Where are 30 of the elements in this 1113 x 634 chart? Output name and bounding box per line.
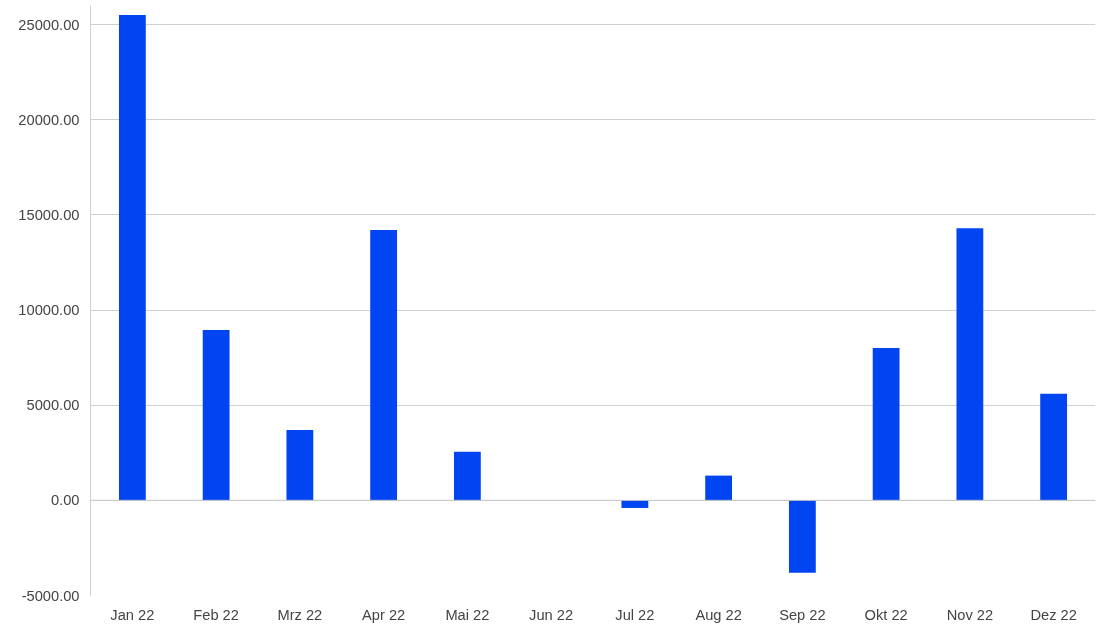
x-tick-label: Jan 22 bbox=[110, 606, 155, 623]
x-tick-label: Jul 22 bbox=[615, 606, 655, 623]
bar bbox=[956, 228, 984, 501]
y-tick-label: 10000.00 bbox=[18, 302, 80, 319]
bar bbox=[621, 500, 649, 508]
y-tick-label: 25000.00 bbox=[18, 16, 80, 33]
bar bbox=[370, 230, 398, 501]
bar bbox=[1040, 393, 1068, 501]
bar bbox=[286, 429, 314, 501]
bar bbox=[872, 348, 900, 501]
bar bbox=[705, 475, 733, 501]
x-tick-label: Sep 22 bbox=[779, 606, 826, 623]
x-tick-label: Aug 22 bbox=[695, 606, 742, 623]
x-tick-label: Okt 22 bbox=[864, 606, 908, 623]
bar bbox=[453, 451, 481, 501]
bar bbox=[118, 15, 146, 501]
x-tick-label: Dez 22 bbox=[1030, 606, 1077, 623]
y-tick-label: 20000.00 bbox=[18, 111, 80, 128]
bar bbox=[788, 500, 816, 573]
x-tick-label: Mrz 22 bbox=[277, 606, 323, 623]
bar bbox=[202, 330, 230, 501]
y-tick-label: -5000.00 bbox=[21, 587, 80, 604]
x-tick-label: Apr 22 bbox=[362, 606, 406, 623]
y-tick-label: 5000.00 bbox=[26, 397, 80, 414]
x-tick-label: Feb 22 bbox=[193, 606, 239, 623]
x-tick-label: Mai 22 bbox=[445, 606, 490, 623]
y-tick-label: 0.00 bbox=[50, 492, 80, 509]
y-tick-label: 15000.00 bbox=[18, 206, 80, 223]
x-tick-label: Nov 22 bbox=[946, 606, 994, 623]
x-tick-label: Jun 22 bbox=[529, 606, 574, 623]
